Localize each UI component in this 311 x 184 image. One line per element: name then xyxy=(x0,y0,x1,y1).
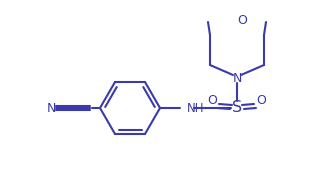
Text: S: S xyxy=(232,100,242,116)
Text: O: O xyxy=(256,93,266,107)
Text: O: O xyxy=(237,13,247,26)
Text: O: O xyxy=(207,93,217,107)
Text: N: N xyxy=(232,72,242,84)
Text: NH: NH xyxy=(187,102,205,116)
Text: N: N xyxy=(46,102,56,114)
